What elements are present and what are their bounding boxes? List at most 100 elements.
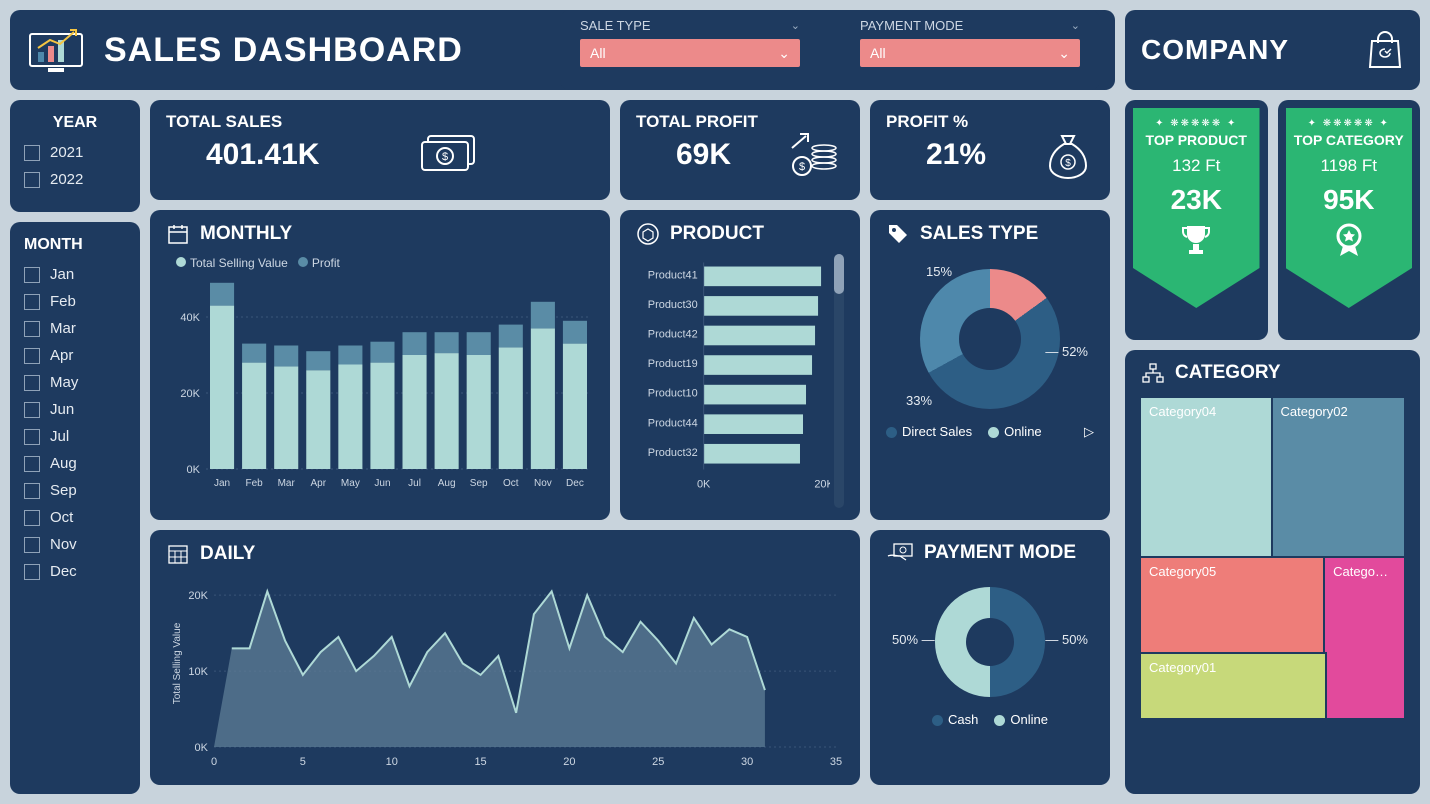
- dashboard-title: SALES DASHBOARD: [104, 31, 463, 70]
- month-option-sep[interactable]: Sep: [24, 482, 126, 499]
- sales-type-legend: Direct Sales Online ▷: [886, 424, 1094, 440]
- year-filter-title: YEAR: [24, 114, 126, 132]
- month-option-jul[interactable]: Jul: [24, 428, 126, 445]
- svg-text:Mar: Mar: [278, 478, 296, 489]
- checkbox-icon: [24, 429, 40, 445]
- year-option-2021[interactable]: 2021: [24, 144, 126, 161]
- svg-text:Sep: Sep: [470, 478, 488, 489]
- kpi-total-profit: TOTAL PROFIT 69K $: [620, 100, 860, 200]
- month-option-aug[interactable]: Aug: [24, 455, 126, 472]
- svg-text:Oct: Oct: [503, 478, 519, 489]
- chevron-down-icon: ⌄: [791, 19, 800, 32]
- payment-mode-legend: Cash Online: [886, 712, 1094, 727]
- year-option-2022[interactable]: 2022: [24, 171, 126, 188]
- svg-text:10: 10: [386, 756, 398, 768]
- play-icon[interactable]: ▷: [1084, 424, 1094, 440]
- dashboard-logo-icon: [26, 26, 86, 74]
- month-option-apr[interactable]: Apr: [24, 347, 126, 364]
- treemap-cell[interactable]: Category02: [1273, 398, 1405, 558]
- company-card: COMPANY: [1125, 10, 1420, 90]
- svg-text:Jul: Jul: [408, 478, 421, 489]
- category-treemap[interactable]: Category04Category02Category05Catego…Cat…: [1141, 398, 1404, 718]
- checkbox-icon: [24, 402, 40, 418]
- svg-text:5: 5: [300, 756, 306, 768]
- svg-text:Total Selling Value: Total Selling Value: [172, 622, 183, 704]
- svg-text:$: $: [1065, 158, 1071, 169]
- treemap-cell[interactable]: Category01: [1141, 654, 1325, 718]
- monthly-chart[interactable]: 0K20K40KJanFebMarAprMayJunJulAugSepOctNo…: [166, 274, 596, 494]
- trophy-icon: [1179, 222, 1213, 256]
- svg-text:Jan: Jan: [214, 478, 230, 489]
- year-filter-panel: YEAR 2021 2022: [10, 100, 140, 212]
- svg-text:0K: 0K: [697, 478, 711, 490]
- shopping-bag-icon: [1366, 29, 1404, 71]
- hierarchy-icon: [1141, 362, 1165, 384]
- payment-mode-donut[interactable]: [935, 587, 1045, 697]
- chevron-down-icon: ⌄: [1071, 19, 1080, 32]
- svg-text:Apr: Apr: [311, 478, 327, 489]
- month-option-nov[interactable]: Nov: [24, 536, 126, 553]
- svg-text:40K: 40K: [180, 312, 200, 324]
- money-bag-icon: $: [1044, 130, 1092, 182]
- payment-mode-card: PAYMENT MODE 50% — — 50% Cash Online: [870, 530, 1110, 785]
- category-card: CATEGORY Category04Category02Category05C…: [1125, 350, 1420, 794]
- treemap-cell[interactable]: Category05: [1141, 558, 1325, 654]
- month-option-mar[interactable]: Mar: [24, 320, 126, 337]
- month-option-dec[interactable]: Dec: [24, 563, 126, 580]
- svg-text:35: 35: [830, 756, 842, 768]
- coins-growth-icon: $: [786, 130, 842, 180]
- product-scrollbar[interactable]: [834, 254, 844, 508]
- month-option-feb[interactable]: Feb: [24, 293, 126, 310]
- checkbox-icon: [24, 172, 40, 188]
- month-option-jun[interactable]: Jun: [24, 401, 126, 418]
- svg-text:Nov: Nov: [534, 478, 552, 489]
- checkbox-icon: [24, 483, 40, 499]
- svg-text:30: 30: [741, 756, 753, 768]
- sales-type-card: SALES TYPE 15% — 52% 33% Direct Sales On…: [870, 210, 1110, 520]
- checkbox-icon: [24, 537, 40, 553]
- hand-cash-icon: [886, 542, 914, 564]
- product-chart[interactable]: Product41 Product30 Product42 Product19 Prod…: [636, 254, 830, 494]
- kpi-total-sales: TOTAL SALES 401.41K $: [150, 100, 610, 200]
- sales-type-donut[interactable]: [920, 269, 1060, 409]
- checkbox-icon: [24, 294, 40, 310]
- svg-text:20: 20: [563, 756, 575, 768]
- svg-text:Product42: Product42: [648, 329, 698, 341]
- svg-text:May: May: [341, 478, 360, 489]
- svg-text:Product41: Product41: [648, 269, 698, 281]
- top-product-ribbon: ✦ ❋❋❋❋❋ ✦ TOP PRODUCT 132 Ft 23K: [1125, 100, 1268, 340]
- svg-text:20K: 20K: [814, 478, 830, 490]
- svg-text:20K: 20K: [188, 590, 208, 602]
- daily-chart[interactable]: 0K10K20K05101520253035Total Selling Valu…: [166, 574, 846, 769]
- month-option-jan[interactable]: Jan: [24, 266, 126, 283]
- svg-text:Product19: Product19: [648, 358, 698, 370]
- month-filter-panel: MONTH JanFebMarAprMayJunJulAugSepOctNovD…: [10, 222, 140, 794]
- svg-text:$: $: [442, 151, 448, 163]
- monthly-chart-card: MONTHLY Total Selling Value Profit 0K20K…: [150, 210, 610, 520]
- chevron-down-icon: ⌄: [778, 45, 790, 62]
- svg-text:25: 25: [652, 756, 664, 768]
- calendar-grid-icon: [166, 542, 190, 566]
- svg-text:0K: 0K: [195, 742, 209, 754]
- svg-text:0: 0: [211, 756, 217, 768]
- calendar-icon: [166, 222, 190, 246]
- treemap-cell[interactable]: Category04: [1141, 398, 1273, 558]
- svg-text:$: $: [799, 161, 805, 173]
- payment-mode-select[interactable]: All ⌄: [860, 39, 1080, 67]
- month-option-may[interactable]: May: [24, 374, 126, 391]
- monthly-legend: Total Selling Value Profit: [176, 256, 594, 270]
- company-name: COMPANY: [1141, 34, 1289, 66]
- svg-text:Product10: Product10: [648, 388, 698, 400]
- svg-text:Product32: Product32: [648, 447, 698, 459]
- sale-type-select[interactable]: All ⌄: [580, 39, 800, 67]
- payment-mode-label: PAYMENT MODE ⌄: [860, 18, 1080, 33]
- month-option-oct[interactable]: Oct: [24, 509, 126, 526]
- product-chart-card: PRODUCT Product41Product30Product42Produ…: [620, 210, 860, 520]
- svg-text:Product30: Product30: [648, 299, 698, 311]
- checkbox-icon: [24, 145, 40, 161]
- checkbox-icon: [24, 564, 40, 580]
- sale-type-label: SALE TYPE ⌄: [580, 18, 800, 33]
- chevron-down-icon: ⌄: [1058, 45, 1070, 62]
- tag-icon: [886, 222, 910, 246]
- treemap-cell[interactable]: Catego…: [1325, 558, 1404, 718]
